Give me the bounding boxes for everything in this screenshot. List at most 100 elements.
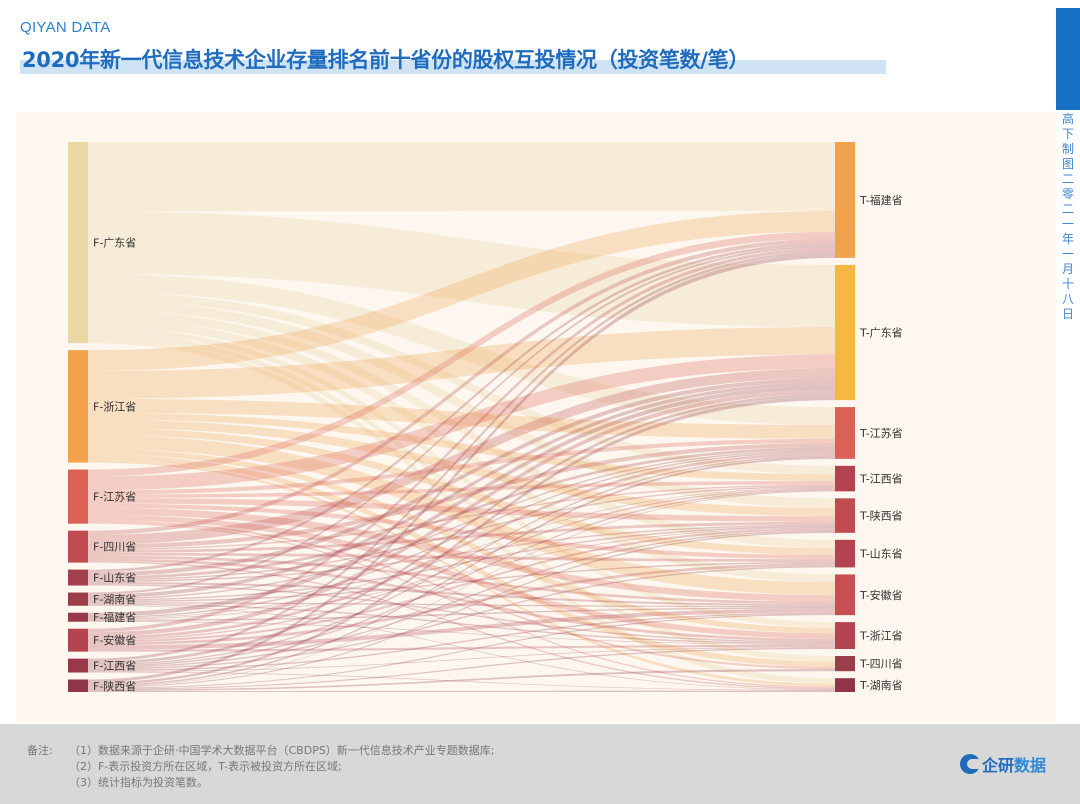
- sankey-link: [88, 142, 835, 212]
- note-line-2: （2）F-表示投资方所在区域，T-表示被投资方所在区域;: [69, 760, 342, 773]
- sankey-link: [88, 398, 835, 439]
- sankey-link: [88, 210, 835, 371]
- sankey-link: [88, 242, 835, 573]
- sankey-link: [88, 561, 835, 690]
- sankey-link: [88, 490, 835, 687]
- sankey-link: [88, 612, 835, 672]
- sankey-link: [88, 273, 835, 426]
- sankey-link: [88, 561, 835, 603]
- sankey-link: [88, 669, 835, 692]
- sankey-link: [88, 530, 835, 669]
- chart-background: [16, 112, 1056, 722]
- sankey-link: [88, 487, 835, 619]
- source-label-4: F-山东省: [93, 572, 136, 585]
- sankey-link: [88, 522, 835, 688]
- notes-label: 备注:: [27, 744, 53, 757]
- sankey-link: [88, 452, 835, 640]
- target-node-9: [835, 678, 855, 692]
- target-label-3: T-江西省: [859, 473, 903, 486]
- target-node-5: [835, 539, 855, 568]
- company-logo: 企研 数据: [960, 752, 1046, 776]
- sankey-link: [88, 602, 835, 608]
- sankey-link: [88, 528, 835, 643]
- footer-bar: [0, 724, 1080, 804]
- sankey-link: [88, 412, 835, 481]
- source-label-6: F-福建省: [93, 610, 136, 624]
- sankey-link: [88, 438, 835, 495]
- target-node-7: [835, 622, 855, 650]
- target-node-1: [835, 264, 855, 401]
- sankey-link: [88, 603, 835, 645]
- sankey-link: [88, 393, 835, 665]
- sankey-link: [88, 456, 835, 687]
- target-label-7: T-浙江省: [859, 630, 903, 643]
- sankey-link: [88, 644, 835, 652]
- sankey-link: [88, 427, 835, 556]
- sankey-link: [88, 503, 835, 560]
- source-node-2: [68, 469, 88, 524]
- source-node-8: [68, 658, 88, 673]
- sankey-link: [88, 396, 835, 685]
- target-label-5: T-山东省: [859, 548, 903, 561]
- sankey-link: [88, 480, 835, 499]
- sankey-link: [88, 671, 835, 691]
- target-node-0: [835, 142, 855, 258]
- source-label-3: F-四川省: [93, 541, 136, 554]
- target-label-4: T-陕西省: [859, 509, 903, 523]
- target-label-8: T-四川省: [859, 658, 903, 671]
- sankey-link: [88, 455, 835, 666]
- sankey-link: [88, 646, 835, 672]
- title-underline: [20, 60, 886, 74]
- sankey-link: [88, 514, 835, 639]
- source-node-7: [68, 628, 88, 652]
- logo-icon: [960, 754, 980, 774]
- sankey-link: [88, 525, 835, 601]
- note-line-1: （1）数据来源于企研·中国学术大数据平台（CBDPS）新一代信息技术产业专题数据…: [69, 744, 495, 757]
- logo-text-part2: 数据: [1014, 756, 1047, 775]
- sankey-link: [88, 507, 835, 602]
- target-node-6: [835, 574, 855, 616]
- sankey-link: [88, 584, 835, 643]
- source-label-5: F-湖南省: [93, 593, 136, 606]
- note-line-3: （3）统计指标为投资笔数。: [69, 776, 208, 789]
- sankey-labels: F-广东省 F-浙江省 F-江苏省 F-四川省 F-山东省 F-湖南省 F-福建省 F-安徽省…: [93, 193, 903, 693]
- sankey-link: [88, 607, 835, 622]
- sankey-links: [88, 142, 835, 692]
- sankey-link: [88, 521, 835, 553]
- sankey-link: [88, 211, 835, 327]
- source-node-4: [68, 569, 88, 586]
- target-label-1: T-广东省: [859, 326, 903, 339]
- sankey-link: [88, 247, 835, 633]
- source-node-9: [68, 679, 88, 692]
- sankey-link: [88, 647, 835, 690]
- sankey-link: [88, 245, 835, 595]
- sankey-link: [88, 484, 835, 551]
- target-node-4: [835, 498, 855, 533]
- sankey-link: [88, 454, 835, 668]
- source-node-6: [68, 612, 88, 622]
- sankey-link: [88, 524, 835, 583]
- sankey-link: [88, 690, 835, 692]
- sankey-link: [88, 485, 835, 581]
- source-label-0: F-广东省: [93, 237, 136, 250]
- sankey-link: [88, 378, 835, 577]
- sankey-link: [88, 434, 835, 596]
- sankey-link: [88, 621, 835, 645]
- sankey-link: [88, 326, 835, 628]
- sankey-link: [88, 605, 835, 690]
- sankey-link: [88, 582, 835, 607]
- sankey-link: [88, 309, 835, 549]
- sankey-link: [88, 448, 835, 634]
- source-label-9: F-陕西省: [93, 679, 136, 693]
- sankey-link: [88, 442, 835, 549]
- sankey-link: [88, 326, 835, 399]
- sankey-link: [88, 555, 835, 605]
- source-label-8: F-江西省: [93, 660, 136, 673]
- sankey-link: [88, 231, 835, 477]
- sankey-link: [88, 368, 835, 545]
- source-label-7: F-安徽省: [93, 633, 136, 647]
- source-label-1: F-浙江省: [93, 400, 136, 413]
- sankey-link: [88, 238, 835, 535]
- target-label-0: T-福建省: [859, 193, 903, 207]
- target-label-2: T-江苏省: [859, 427, 903, 440]
